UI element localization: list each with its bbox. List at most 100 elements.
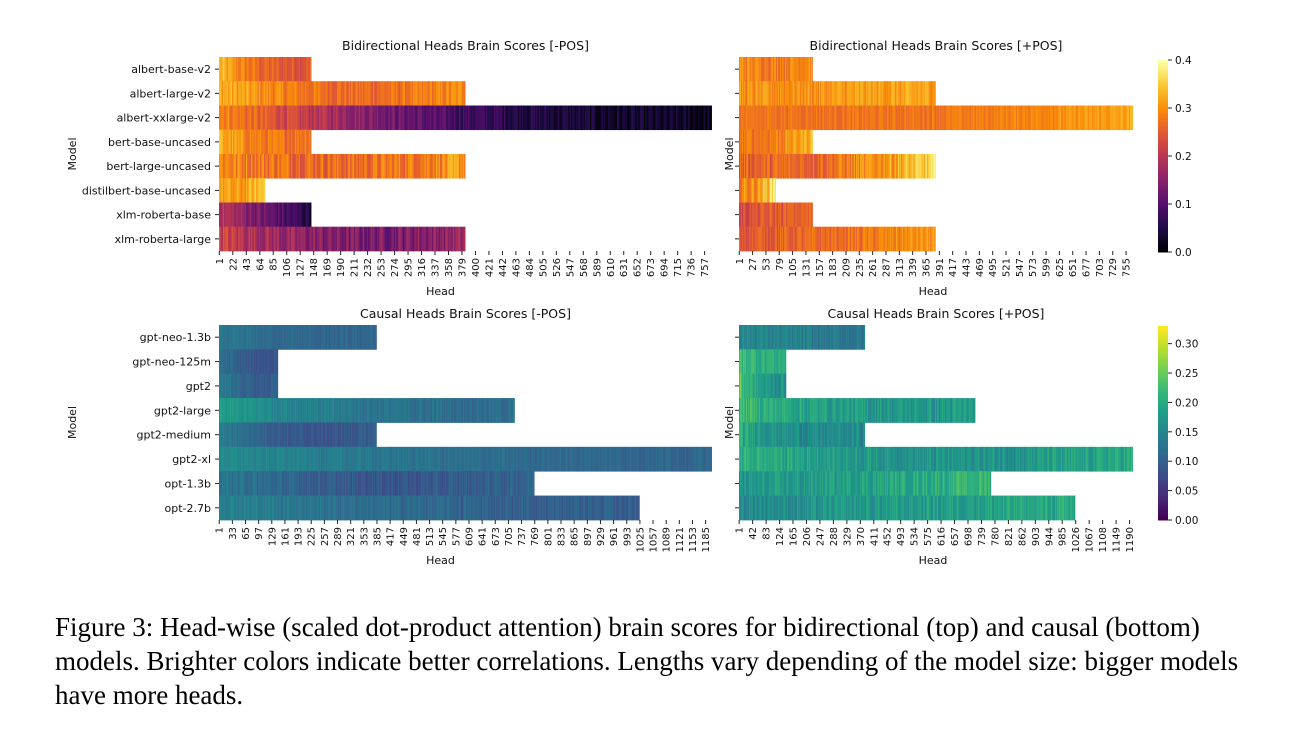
heatmap-cell (426, 471, 429, 496)
heatmap-cell (486, 398, 488, 423)
heatmap-cell (243, 57, 246, 82)
heatmap-cell (1006, 105, 1009, 131)
heatmap-cell (424, 495, 426, 521)
heatmap-cell (337, 446, 339, 472)
heatmap-cell (268, 446, 270, 472)
heatmap-cell (231, 226, 234, 252)
heatmap-cell (431, 446, 434, 472)
heatmap-cell (752, 178, 754, 203)
heatmap-cell (527, 471, 530, 496)
heatmap-cell (790, 81, 792, 106)
heatmap-cell (1019, 105, 1021, 131)
heatmap-cell (775, 226, 778, 252)
heatmap-cell (407, 81, 410, 106)
heatmap-cell (246, 349, 248, 375)
heatmap-cell (363, 325, 366, 350)
heatmap-cell (393, 446, 395, 472)
heatmap-cell (235, 471, 237, 496)
heatmap-cell (527, 446, 529, 472)
heatmap-cell (600, 446, 602, 472)
heatmap-cell (505, 398, 508, 423)
heatmap-cell (834, 226, 837, 252)
heatmap-cell (626, 446, 628, 472)
heatmap-cell (392, 154, 395, 179)
heatmap-cell (390, 446, 393, 472)
heatmap-cell (333, 495, 335, 521)
heatmap-cell (577, 495, 579, 521)
heatmap-cell (346, 495, 348, 521)
heatmap-cell (763, 202, 766, 228)
heatmap-cell (527, 446, 530, 472)
heatmap-cell (283, 57, 286, 82)
heatmap-cell (225, 178, 228, 203)
heatmap-cell (374, 154, 377, 179)
heatmap-cell (749, 178, 751, 203)
heatmap-cell (534, 495, 536, 521)
heatmap-cell (316, 446, 319, 472)
heatmap-cell (380, 495, 383, 521)
heatmap-cell (335, 81, 338, 106)
x-tick-label: 521 (1002, 258, 1013, 277)
heatmap-cell (477, 471, 479, 496)
heatmap-cell (492, 105, 495, 131)
heatmap-cell (833, 226, 836, 252)
heatmap-cell (426, 105, 429, 131)
heatmap-cell (222, 325, 224, 350)
heatmap-cell (328, 105, 331, 131)
heatmap-cell (271, 226, 274, 252)
heatmap-cell (302, 202, 305, 228)
heatmap-cell (358, 81, 361, 106)
heatmap-cell (356, 154, 359, 179)
heatmap-cell (396, 105, 399, 131)
x-tick-label: 568 (579, 258, 590, 277)
heatmap-cell (539, 105, 542, 131)
heatmap-cell (364, 325, 366, 350)
heatmap-cell (247, 57, 250, 82)
heatmap-cell (792, 154, 794, 179)
heatmap-cell (932, 226, 935, 252)
heatmap-cell (795, 81, 798, 106)
heatmap-cell (783, 57, 785, 82)
heatmap-cell (264, 422, 266, 448)
heatmap-cell (1092, 105, 1095, 131)
heatmap-cell (804, 129, 807, 155)
heatmap-cell (908, 105, 910, 131)
heatmap-cell (468, 398, 471, 423)
heatmap-cell (383, 471, 385, 496)
heatmap-cell (936, 105, 938, 131)
heatmap-cell (271, 57, 274, 82)
heatmap-cell (248, 349, 250, 375)
heatmap-cell (858, 154, 860, 179)
heatmap-cell (602, 105, 605, 131)
heatmap-cell (915, 81, 918, 106)
heatmap-cell (832, 226, 834, 252)
heatmap-cell (696, 105, 699, 131)
heatmap-cell (381, 495, 384, 521)
heatmap-cell (764, 81, 767, 106)
heatmap-cell (774, 105, 777, 131)
heatmap-cell (296, 154, 298, 179)
heatmap-cell (473, 446, 476, 472)
heatmap-cell (497, 446, 499, 472)
heatmap-cell (255, 349, 258, 375)
heatmap-cell (532, 471, 535, 496)
heatmap-cell (310, 202, 312, 228)
heatmap-row-gpt2-large (219, 398, 515, 423)
heatmap-cell (315, 446, 317, 472)
heatmap-cell (253, 129, 256, 155)
heatmap-cell (351, 226, 354, 252)
heatmap-cell (303, 495, 306, 521)
heatmap-cell (341, 325, 343, 350)
heatmap-cell (255, 446, 258, 472)
heatmap-cell (288, 471, 290, 496)
heatmap-cell (854, 154, 857, 179)
heatmap-cell (853, 81, 856, 106)
heatmap-cell (1102, 105, 1104, 131)
heatmap-cell (433, 446, 435, 472)
heatmap-cell (448, 154, 451, 179)
heatmap-cell (235, 446, 237, 472)
heatmap-cell (755, 81, 758, 106)
heatmap-cell (386, 398, 389, 423)
heatmap-cell (284, 471, 287, 496)
heatmap-cell (872, 105, 875, 131)
